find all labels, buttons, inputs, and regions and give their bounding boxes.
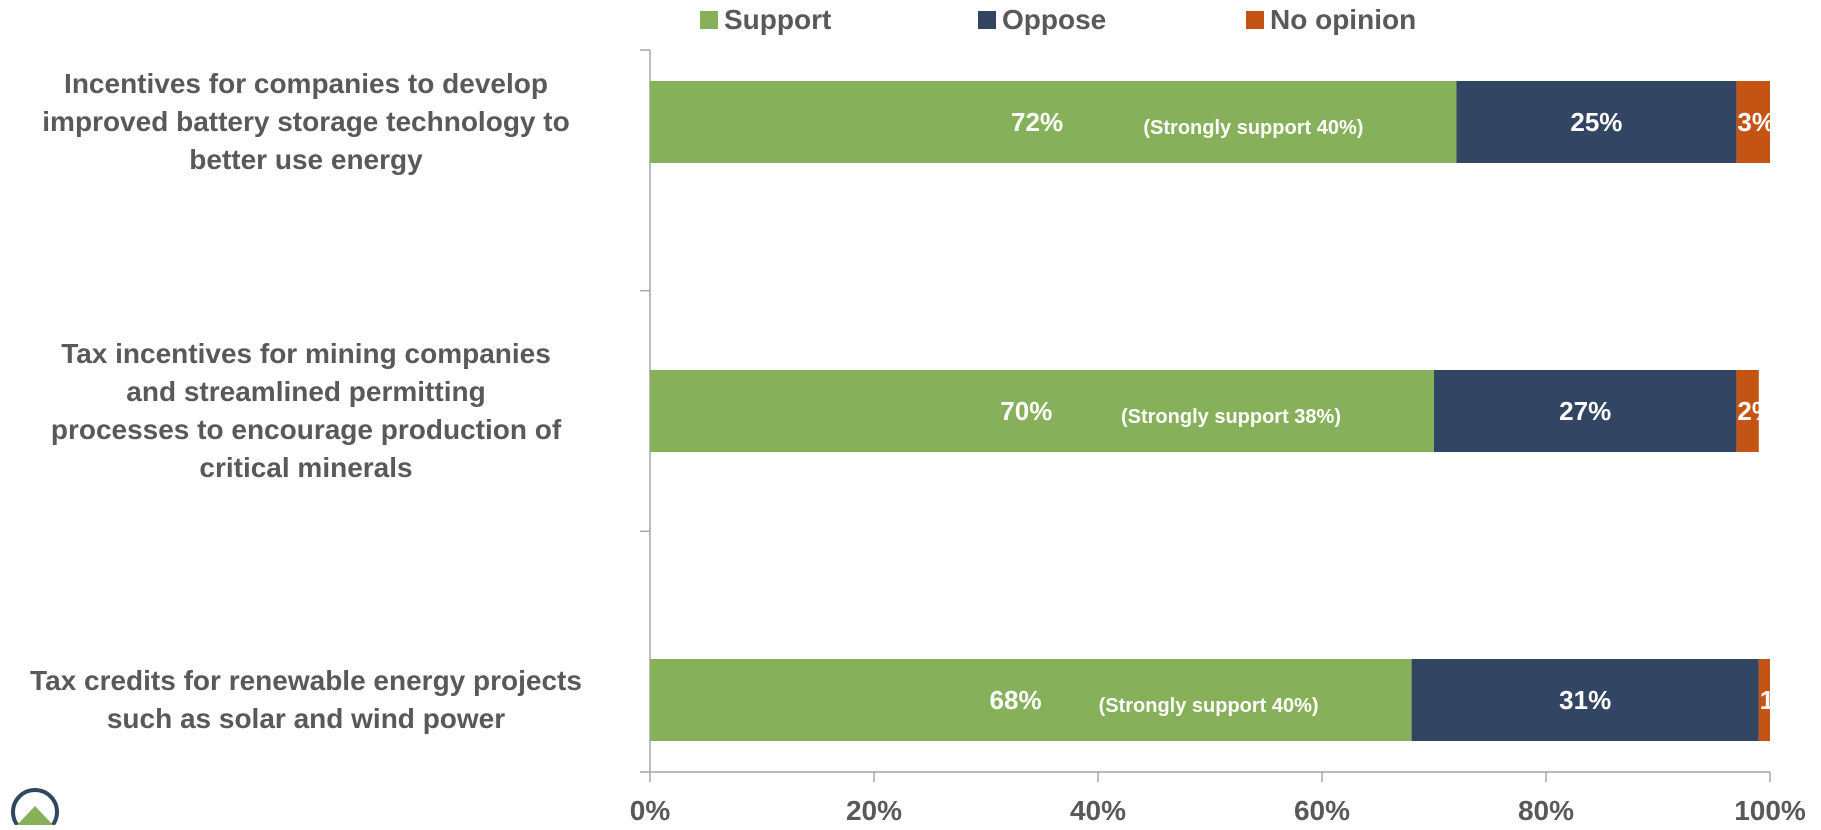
legend-label: Oppose <box>1002 4 1106 35</box>
legend-label: Support <box>724 4 831 35</box>
legend-label: No opinion <box>1270 4 1416 35</box>
data-label: 1% <box>1760 685 1798 715</box>
data-label: 2% <box>1737 396 1775 426</box>
strongly-support-annotation: (Strongly support 40%) <box>1099 695 1319 717</box>
logo-ring <box>11 788 59 830</box>
legend-swatch <box>700 11 718 29</box>
house-logo-icon <box>11 788 59 830</box>
x-tick-label: 0% <box>630 795 671 825</box>
bar-oppose <box>1411 659 1759 741</box>
bar-no-opinion <box>1736 370 1759 452</box>
x-tick-label: 60% <box>1294 795 1350 825</box>
bar-oppose <box>1434 370 1737 452</box>
logo-roof <box>17 806 53 825</box>
strongly-support-annotation: (Strongly support 38%) <box>1121 406 1341 428</box>
strongly-support-annotation: (Strongly support 40%) <box>1143 117 1363 139</box>
data-label: 25% <box>1570 107 1622 137</box>
bar-support <box>650 370 1434 452</box>
data-label: 27% <box>1559 396 1611 426</box>
bar-no-opinion <box>1758 659 1770 741</box>
category-label: Tax incentives for mining companies and s… <box>51 338 562 483</box>
data-label: 3% <box>1737 107 1775 137</box>
axes: 0% 20% 40% 60% 80% 100% <box>630 49 1806 826</box>
legend-swatch <box>978 11 996 29</box>
bar-no-opinion <box>1736 81 1770 163</box>
data-label: 31% <box>1559 685 1611 715</box>
category-labels: Incentives for companies to develop impro… <box>30 68 582 734</box>
legend-swatch <box>1246 11 1264 29</box>
bar-support <box>650 81 1457 163</box>
data-label: 72% <box>1011 107 1063 137</box>
x-tick-label: 100% <box>1734 795 1806 825</box>
x-tick-label: 20% <box>846 795 902 825</box>
x-tick-label: 80% <box>1518 795 1574 825</box>
bars: 72% 25% 3% (Strongly support 40%) 70% 27% 2% (S… <box>650 81 1797 741</box>
x-tick-label: 40% <box>1070 795 1126 825</box>
category-label: Tax credits for renewable energy project… <box>30 665 582 734</box>
legend: Support Oppose No opinion <box>700 4 1416 35</box>
category-label: Incentives for companies to develop impro… <box>42 68 569 175</box>
data-label: 68% <box>990 685 1042 715</box>
bar-oppose <box>1456 81 1737 163</box>
bar-support <box>650 659 1412 741</box>
data-label: 70% <box>1000 396 1052 426</box>
